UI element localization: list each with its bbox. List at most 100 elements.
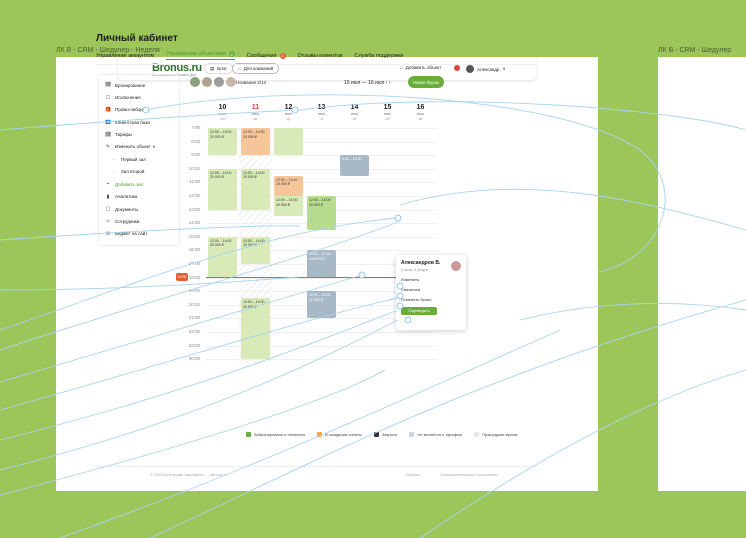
sidebar-item[interactable]: ⊕ Виджет на сайт (99, 228, 179, 240)
count-badge: 3 (279, 52, 286, 59)
sidebar-icon: 🗓 (105, 82, 112, 89)
booking-event[interactable]: 12:00 – 14:00 20 000 ₽ (274, 196, 303, 217)
book-icon: ▤ (210, 65, 215, 71)
confirm-button[interactable]: Подтвердить (401, 307, 437, 315)
sidebar-item-label: Первый зал (121, 157, 146, 163)
day-header[interactable]: 14 июл пт (338, 104, 371, 121)
sidebar-item[interactable]: ☐ Исключения (99, 91, 179, 103)
legend-label: Забронировано и оплачено (254, 432, 306, 437)
notifications-button[interactable] (454, 65, 460, 71)
day-wd: сб (385, 116, 390, 121)
legend-item: Не меняется с тарифом (409, 432, 462, 437)
sidebar-item[interactable]: 🗓 Бронирование (99, 79, 179, 91)
sidebar-item[interactable]: ▮ Аналитика (99, 191, 179, 203)
sidebar-icon: ✎ (105, 144, 111, 151)
hour-label: 13:00 (188, 206, 200, 212)
day-column[interactable] (305, 128, 338, 363)
avatar (226, 77, 236, 87)
hour-label: 19:00 (188, 288, 200, 294)
logo[interactable]: Bronus.ru (152, 62, 202, 74)
home-icon: ⌂ (400, 65, 403, 70)
employees-label: Название 2/12 (236, 80, 267, 85)
tab-reviews[interactable]: Отзывы клиентов (298, 51, 343, 60)
day-num: 14 (350, 104, 359, 111)
day-header[interactable]: 16 июл вс (404, 104, 437, 121)
sidebar-item[interactable]: ✎ Изменить объект ∨ (99, 141, 179, 153)
booking-event[interactable]: 12:00 – 14:00 20 000 ₽ (241, 298, 270, 360)
booking-event[interactable]: 9:00 – 10:00 (340, 155, 369, 176)
booking-event[interactable]: 12:00 – 14:00 20 000 ₽ (208, 168, 237, 210)
booking-event[interactable]: 12:00 – 14:00 20 000 ₽ (208, 236, 237, 278)
terms-link[interactable]: Пользовательское соглашение (440, 472, 498, 477)
day-wd: пн (220, 116, 225, 121)
sidebar-item-label: Клиентская база (115, 119, 150, 125)
booking-event[interactable]: 19:00 – 20:00 20 000 ₽ (307, 291, 336, 319)
hour-label: 16:00 (188, 247, 200, 253)
cancel-booking-action[interactable]: Отменить бронь (401, 297, 432, 302)
booking-event[interactable]: 12:00 – 14:00 20 000 ₽ (241, 128, 270, 156)
day-header[interactable]: 12 июл ср (272, 104, 305, 121)
sidebar-item[interactable]: 👥 Клиентская база (99, 116, 179, 128)
sidebar-icon: · (113, 156, 115, 163)
booking-event[interactable]: 12:00 – 14:00 20 000 ₽ (307, 196, 336, 230)
tab-label: Отзывы клиентов (297, 52, 343, 59)
legend-swatch (317, 432, 323, 437)
sidebar-item-label: Документы (115, 206, 139, 212)
copyright: © 2023 Все права защищены — Bronus.ru (150, 472, 228, 477)
sidebar-icon: ▮ (106, 193, 110, 200)
event-price: 20 000 ₽ (210, 134, 224, 139)
sidebar-item[interactable]: · Зал второй (99, 166, 179, 178)
day-num: 11 (251, 104, 260, 111)
avatar (466, 65, 474, 73)
legend-label: В ожидании оплаты (325, 432, 362, 437)
day-header[interactable]: 15 июл сб (371, 104, 404, 121)
offer-link[interactable]: Оферта (405, 472, 420, 477)
hour-label: 17:00 (188, 261, 200, 266)
sidebar-item[interactable]: 🎁 Промо-наборы (99, 104, 179, 116)
day-header[interactable]: 11 июл вт (239, 104, 272, 121)
user-name: Александр (477, 66, 500, 72)
day-column[interactable] (272, 128, 305, 363)
add-object-label: Добавить объект (405, 65, 442, 70)
frame-label-right: ЛК В - CRM - Шедулер (658, 47, 732, 54)
booking-event[interactable]: 12:00 – 14:00 20 000 ₽ (241, 168, 270, 210)
day-header[interactable]: 10 июл пн (206, 104, 239, 121)
sidebar-item[interactable]: 🗓 Тарифы (99, 129, 179, 141)
chevron-down-icon: ∨ (502, 66, 506, 71)
sidebar-item[interactable]: ▢ Документы (99, 203, 179, 215)
day-header[interactable]: 13 июл чт (305, 104, 338, 121)
booking-event[interactable]: 12:00 – 14:00 20 000 ₽ (208, 128, 237, 156)
day-num: 15 (383, 104, 392, 111)
chevron-right-icon[interactable]: › (388, 80, 391, 86)
sidebar-item[interactable]: ☺ Сотрудники (99, 215, 179, 227)
tab-label: Служба поддержки (354, 52, 404, 59)
user-menu[interactable]: Александр ∨ (466, 65, 506, 73)
tab-support[interactable]: Служба поддержки (354, 51, 403, 60)
footer-divider (96, 466, 536, 467)
sidebar-item-label: Виджет на сайт (115, 231, 148, 237)
sidebar-item[interactable]: + Добавить зал (99, 178, 179, 190)
sidebar-item[interactable]: · Первый зал (99, 153, 179, 165)
employee-avatars[interactable] (190, 77, 236, 87)
frame-label: ЛК В - CRM - Шедулер - Неделя (56, 47, 160, 54)
date-range[interactable]: 10 июл — 16 июл ‹ › (344, 80, 391, 86)
booking-event[interactable]: 12:00 – 14:00 20 000 ₽ (274, 175, 303, 196)
sidebar-icon: 🎁 (105, 106, 112, 113)
legend-item: Закрыто (373, 432, 397, 437)
booking-event[interactable]: 16:00 – 17:00 ЗАКРЫТО (307, 250, 336, 278)
edit-booking-action[interactable]: Изменить (401, 277, 420, 282)
tab-objects[interactable]: Управление объектами 2 (166, 51, 235, 60)
chevron-left-icon[interactable]: ‹ (385, 80, 388, 86)
new-booking-button[interactable]: Новая бронь (408, 76, 444, 88)
blog-label: Блог (217, 66, 227, 71)
contact-client-action[interactable]: Связаться (401, 287, 421, 292)
booking-event[interactable]: 12:00 – 14:00 20 000 ₽ (241, 236, 270, 264)
booking-event[interactable] (274, 128, 303, 156)
add-object-button[interactable]: ⌂ Добавить объект (400, 65, 441, 70)
day-wd: вс (418, 116, 423, 121)
event-price: 20 000 ₽ (276, 202, 290, 207)
event-price: ЗАКРЫТО (309, 256, 326, 261)
tab-messages[interactable]: Сообщения 3 (247, 51, 286, 60)
tab-account[interactable]: Управление аккаунтом (96, 51, 154, 60)
companies-link[interactable]: ⌂ Для компаний (232, 63, 280, 74)
